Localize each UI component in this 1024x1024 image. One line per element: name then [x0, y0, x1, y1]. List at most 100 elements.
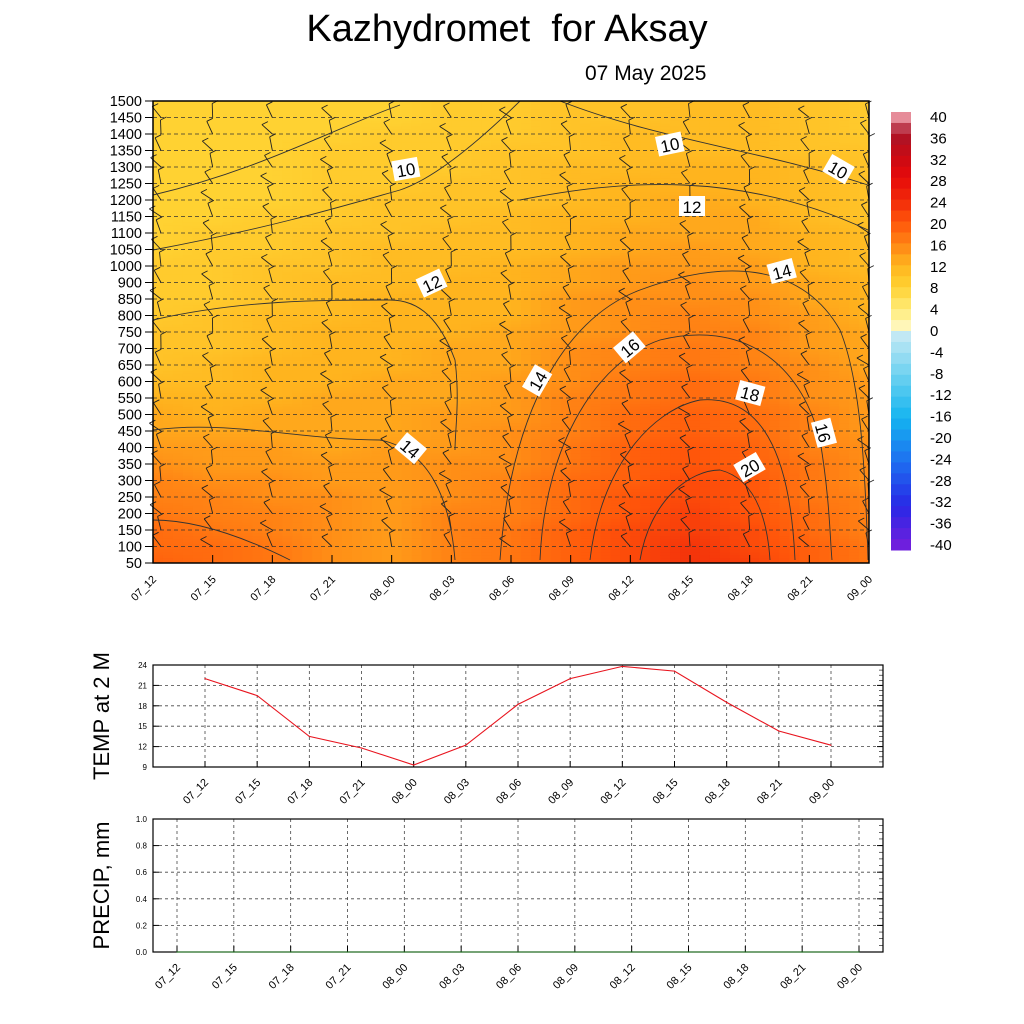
heatmap-cell — [182, 543, 194, 548]
heatmap-cell — [172, 362, 184, 366]
heatmap-cell — [222, 392, 234, 396]
heatmap-cell — [182, 458, 194, 462]
heatmap-cell — [182, 134, 194, 138]
heatmap-cell — [202, 475, 214, 479]
heatmap-cell — [172, 123, 184, 127]
heatmap-cell — [153, 117, 164, 121]
heatmap-cell — [172, 321, 184, 325]
heatmap-cell — [242, 450, 254, 454]
heatmap-cell — [192, 444, 204, 449]
heatmap-cell — [262, 425, 273, 429]
heatmap-cell — [212, 414, 224, 418]
heatmap-cell — [172, 197, 184, 201]
heatmap-cell — [172, 546, 184, 550]
heatmap-cell — [242, 491, 254, 495]
heatmap-cell — [192, 164, 204, 168]
heatmap-cell — [192, 321, 204, 325]
heatmap-cell — [182, 288, 194, 292]
heatmap-cell — [202, 403, 214, 407]
heatmap-cell — [172, 516, 184, 520]
heatmap-cell — [172, 469, 184, 473]
heatmap-cell — [202, 315, 214, 319]
heatmap-cell — [162, 120, 174, 124]
heatmap-cell — [182, 351, 194, 355]
heatmap-cell — [153, 444, 164, 449]
heatmap-cell — [153, 266, 164, 270]
heatmap-cell — [153, 293, 164, 297]
heatmap-cell — [182, 387, 194, 391]
heatmap-cell — [222, 417, 234, 421]
heatmap-cell — [222, 458, 234, 462]
heatmap-cell — [262, 420, 273, 424]
heatmap-cell — [192, 469, 204, 473]
heatmap-cell — [232, 332, 244, 336]
heatmap-cell — [212, 315, 224, 319]
heatmap-cell — [192, 546, 204, 550]
heatmap-cell — [172, 486, 184, 490]
heatmap-cell — [182, 249, 194, 253]
heatmap-cell — [172, 491, 184, 495]
heatmap-cell — [192, 519, 204, 523]
heatmap-cell — [172, 475, 184, 479]
heatmap-cell — [262, 494, 273, 498]
heatmap-cell — [172, 332, 184, 336]
heatmap-cell — [202, 252, 214, 256]
heatmap-cell — [242, 266, 254, 270]
heatmap-cell — [172, 178, 184, 182]
heatmap-cell — [182, 169, 194, 174]
heatmap-cell — [252, 554, 263, 559]
heatmap-cell — [202, 103, 214, 108]
heatmap-cell — [162, 326, 174, 330]
heatmap-cell — [222, 216, 234, 220]
heatmap-cell — [212, 299, 224, 303]
heatmap-cell — [192, 101, 204, 105]
heatmap-cell — [252, 541, 263, 545]
heatmap-cell — [162, 169, 174, 174]
heatmap-cell — [172, 194, 184, 198]
heatmap-cell — [192, 304, 204, 308]
heatmap-cell — [172, 208, 184, 212]
heatmap-cell — [172, 219, 184, 223]
heatmap-cell — [242, 417, 254, 421]
heatmap-cell — [232, 227, 244, 231]
heatmap-cell — [212, 505, 224, 509]
heatmap-cell — [172, 455, 184, 460]
heatmap-cell — [182, 175, 194, 179]
heatmap-cell — [202, 532, 214, 537]
heatmap-cell — [172, 293, 184, 297]
heatmap-cell — [192, 244, 204, 248]
heatmap-cell — [162, 224, 174, 229]
heatmap-cell — [252, 249, 263, 253]
heatmap-cell — [222, 400, 234, 405]
heatmap-cell — [172, 354, 184, 358]
heatmap-cell — [212, 436, 224, 440]
heatmap-cell — [212, 389, 224, 394]
heatmap-cell — [252, 255, 263, 259]
heatmap-cell — [232, 483, 244, 487]
heatmap-cell — [222, 403, 234, 407]
heatmap-cell — [212, 224, 224, 229]
heatmap-cell — [222, 384, 234, 388]
heatmap-cell — [153, 222, 164, 226]
heatmap-cell — [162, 425, 174, 429]
heatmap-cell — [212, 444, 224, 449]
heatmap-cell — [182, 384, 194, 388]
heatmap-cell — [212, 318, 224, 322]
heatmap-cell — [252, 491, 263, 495]
heatmap-cell — [192, 145, 204, 149]
heatmap-cell — [202, 442, 214, 446]
heatmap-cell — [172, 249, 184, 253]
heatmap-cell — [153, 238, 164, 242]
heatmap-cell — [262, 554, 273, 559]
heatmap-cell — [252, 477, 263, 482]
heatmap-cell — [153, 252, 164, 256]
heatmap-cell — [192, 494, 204, 498]
heatmap-cell — [182, 271, 194, 275]
heatmap-cell — [262, 255, 273, 259]
heatmap-cell — [182, 189, 194, 193]
heatmap-cell — [252, 301, 263, 306]
heatmap-cell — [232, 318, 244, 322]
heatmap-cell — [202, 384, 214, 388]
heatmap-cell — [202, 376, 214, 380]
heatmap-cell — [242, 400, 254, 405]
